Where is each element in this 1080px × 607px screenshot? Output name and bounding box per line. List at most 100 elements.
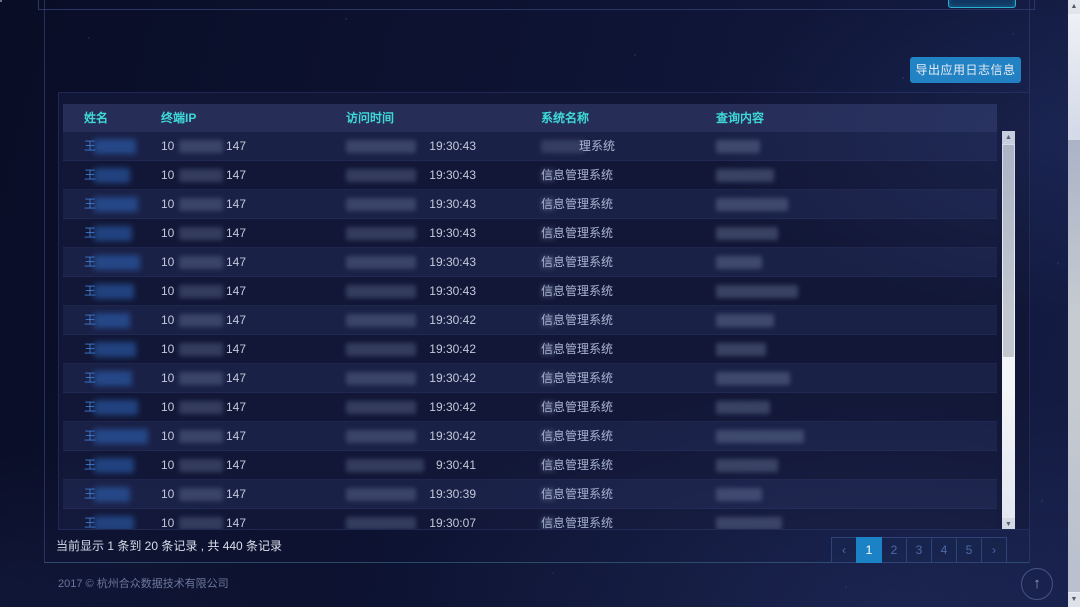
- search-button-cutoff[interactable]: [948, 0, 1016, 8]
- page-scrollbar-thumb[interactable]: [1068, 140, 1080, 592]
- name-link[interactable]: 王: [84, 400, 97, 414]
- redacted-query-content: [716, 256, 762, 269]
- redacted-ip: [179, 430, 223, 443]
- table-row[interactable]: 王 10 147 19:30:43 信息管理系统: [63, 277, 997, 306]
- ip-prefix: 10: [161, 255, 175, 269]
- ip-suffix: 147: [226, 487, 247, 501]
- redacted-query-content: [716, 343, 766, 356]
- redacted-name: [94, 342, 136, 357]
- pager-page-1[interactable]: 1: [856, 537, 882, 563]
- name-link[interactable]: 王: [84, 197, 97, 211]
- copyright-text: 2017 © 杭州合众数据技术有限公司: [58, 578, 229, 590]
- table-row[interactable]: 王 10 147 19:30:43 理系统: [63, 132, 997, 161]
- name-cell: 王: [84, 132, 96, 161]
- access-time-cell: 19:30:43: [429, 197, 476, 211]
- redacted-query-content: [716, 459, 778, 472]
- access-time-cell: 19:30:42: [429, 371, 476, 385]
- name-link[interactable]: 王: [84, 429, 97, 443]
- back-to-top-button[interactable]: ↑: [1021, 568, 1053, 600]
- redacted-system-prefix: [541, 314, 555, 327]
- arrow-up-icon: ↑: [1033, 575, 1041, 592]
- table-row[interactable]: 王 10 147 9:30:41 信息管理系统: [63, 451, 997, 480]
- access-time-cell: 19:30:42: [429, 400, 476, 414]
- redacted-query-content: [716, 198, 788, 211]
- redacted-name: [94, 197, 138, 212]
- redacted-ip: [179, 169, 223, 182]
- column-header: 查询内容: [716, 111, 765, 125]
- redacted-system-prefix: [541, 343, 555, 356]
- table-row[interactable]: 王 10 147 19:30:39 信息管理系统: [63, 480, 997, 509]
- pager-page-2[interactable]: 2: [881, 537, 907, 563]
- redacted-system-prefix: [541, 198, 555, 211]
- table-row[interactable]: 王 10 147 19:30:42 信息管理系统: [63, 364, 997, 393]
- redacted-system-prefix: [541, 459, 555, 472]
- pager-next-button[interactable]: ›: [981, 537, 1007, 563]
- table-row[interactable]: 王 10 147 19:30:42 信息管理系统: [63, 306, 997, 335]
- redacted-ip: [179, 198, 223, 211]
- system-name-cell: 理系统: [579, 139, 616, 153]
- system-name-cell: 信息管理系统: [541, 400, 614, 414]
- export-log-button[interactable]: 导出应用日志信息: [910, 57, 1021, 83]
- table-row[interactable]: 王 10 147 19:30:07 信息管理系统: [63, 509, 997, 529]
- name-cell: 王: [84, 509, 96, 529]
- redacted-query-content: [716, 285, 798, 298]
- name-link[interactable]: 王: [84, 255, 97, 269]
- redacted-system-prefix: [541, 517, 555, 529]
- page-scrollbar[interactable]: ▲ ▼: [1068, 0, 1080, 607]
- table-row[interactable]: 王 10 147 19:30:42 信息管理系统: [63, 422, 997, 451]
- ip-suffix: 147: [226, 429, 247, 443]
- redacted-date: [346, 488, 416, 501]
- name-link[interactable]: 王: [84, 487, 97, 501]
- pager-prev-button[interactable]: ‹: [831, 537, 857, 563]
- name-link[interactable]: 王: [84, 226, 97, 240]
- table-row[interactable]: 王 10 147 19:30:42 信息管理系统: [63, 335, 997, 364]
- system-name-cell: 信息管理系统: [541, 284, 614, 298]
- name-link[interactable]: 王: [84, 139, 97, 153]
- page-scroll-down-icon[interactable]: ▼: [1068, 593, 1080, 607]
- table-scrollbar[interactable]: ▲ ▼: [1002, 131, 1015, 529]
- table-row[interactable]: 王 10 147 19:30:43 信息管理系统: [63, 248, 997, 277]
- redacted-system-prefix: [541, 372, 555, 385]
- pager-page-3[interactable]: 3: [906, 537, 932, 563]
- redacted-date: [346, 169, 416, 182]
- redacted-date: [346, 314, 416, 327]
- table-row[interactable]: 王 10 147 19:30:42 信息管理系统: [63, 393, 997, 422]
- ip-prefix: 10: [161, 284, 175, 298]
- access-time-cell: 19:30:43: [429, 139, 476, 153]
- ip-suffix: 147: [226, 139, 247, 153]
- name-link[interactable]: 王: [84, 168, 97, 182]
- page-scroll-up-icon[interactable]: ▲: [1068, 0, 1080, 14]
- table-scroll-down-icon[interactable]: ▼: [1002, 518, 1015, 529]
- name-cell: 王: [84, 219, 96, 248]
- name-link[interactable]: 王: [84, 313, 97, 327]
- name-cell: 王: [84, 451, 96, 480]
- system-name-cell: 信息管理系统: [541, 342, 614, 356]
- redacted-query-content: [716, 430, 804, 443]
- redacted-system-prefix: [541, 401, 555, 414]
- redacted-name: [94, 168, 130, 183]
- record-summary: 当前显示 1 条到 20 条记录 , 共 440 条记录: [56, 539, 283, 553]
- redacted-name: [94, 139, 136, 154]
- name-link[interactable]: 王: [84, 342, 97, 356]
- redacted-date: [346, 198, 416, 211]
- column-header: 系统名称: [541, 111, 590, 125]
- name-link[interactable]: 王: [84, 458, 97, 472]
- name-cell: 王: [84, 277, 96, 306]
- system-name-cell: 信息管理系统: [541, 458, 614, 472]
- ip-suffix: 147: [226, 168, 247, 182]
- name-link[interactable]: 王: [84, 284, 97, 298]
- pager-page-5[interactable]: 5: [956, 537, 982, 563]
- table-scroll-up-icon[interactable]: ▲: [1002, 131, 1015, 144]
- name-link[interactable]: 王: [84, 516, 97, 529]
- table-row[interactable]: 王 10 147 19:30:43 信息管理系统: [63, 161, 997, 190]
- table-row[interactable]: 王 10 147 19:30:43 信息管理系统: [63, 219, 997, 248]
- table-scrollbar-thumb[interactable]: [1003, 145, 1014, 357]
- name-cell: 王: [84, 190, 96, 219]
- ip-suffix: 147: [226, 342, 247, 356]
- pager-page-4[interactable]: 4: [931, 537, 957, 563]
- redacted-name: [94, 400, 138, 415]
- table-row[interactable]: 王 10 147 19:30:43 信息管理系统: [63, 190, 997, 219]
- redacted-date: [346, 256, 416, 269]
- name-link[interactable]: 王: [84, 371, 97, 385]
